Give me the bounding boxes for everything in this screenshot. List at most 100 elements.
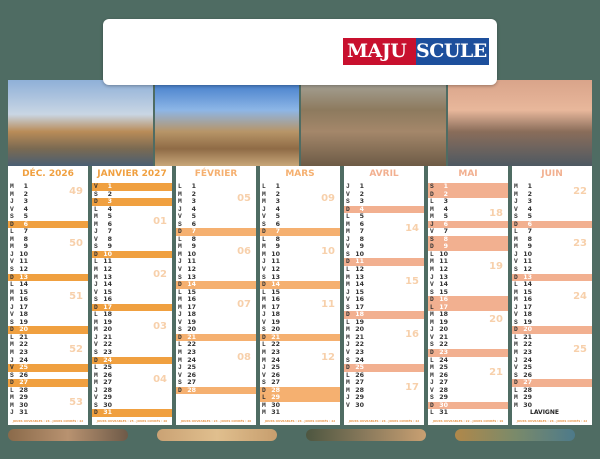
day-number: 16 (187, 296, 196, 304)
week-number: 52 (69, 344, 83, 356)
day-number: 30 (19, 401, 28, 409)
day-number: 2 (527, 190, 532, 198)
day-row: 10 (512, 251, 592, 259)
day-number: 14 (103, 281, 112, 289)
day-number: 27 (439, 379, 448, 387)
week-number: 53 (69, 396, 83, 408)
day-number: 28 (19, 386, 28, 394)
day-row: 28 (92, 387, 172, 395)
day-number: 18 (187, 311, 196, 319)
day-row: 22 (260, 341, 340, 349)
day-number: 18 (523, 311, 532, 319)
day-number: 22 (187, 341, 196, 349)
day-number: 28 (271, 386, 280, 394)
week-number: 05 (237, 193, 251, 205)
day-row: 21 (428, 334, 508, 342)
day-row: 2 49 (8, 186, 88, 199)
day-row: 18 (344, 311, 424, 319)
day-number: 4 (275, 205, 280, 213)
day-row: 29 (8, 394, 88, 402)
day-row: 8 (92, 236, 172, 244)
weekday-letters-column: VSDLMMJVSDLMMJVSDLMMJVSDLMMJVSD (94, 183, 98, 417)
zone-b-strip (157, 429, 277, 441)
day-number: 1 (443, 183, 448, 190)
day-row: 16 (428, 296, 508, 304)
photo-harbour-towers (447, 80, 592, 166)
day-number: 13 (523, 273, 532, 281)
day-row: 4 (92, 206, 172, 214)
day-row: 15 (512, 289, 592, 297)
day-number: 28 (355, 386, 364, 394)
day-number: 2 (107, 190, 112, 198)
day-row: 9 (92, 243, 172, 251)
day-number: 27 (19, 379, 28, 387)
day-row: 27 (176, 379, 256, 387)
day-number: 6 (107, 220, 112, 228)
day-row: 8 (512, 236, 592, 244)
day-number: 6 (359, 220, 364, 228)
day-number: 8 (443, 235, 448, 243)
day-number: 12 (271, 266, 280, 274)
week-number: 51 (69, 291, 83, 303)
week-number: 03 (153, 321, 167, 333)
day-number: 1 (527, 183, 532, 190)
day-row: 4 (344, 205, 424, 214)
day-row: 11 (512, 258, 592, 266)
day-number: 6 (23, 220, 28, 228)
day-row: 29 (344, 394, 424, 402)
day-row: 4 (8, 206, 88, 214)
day-row: 8 (344, 236, 424, 244)
day-number: 5 (443, 213, 448, 221)
day-row: 16 24 (512, 292, 592, 304)
day-number: 23 (103, 349, 112, 357)
day-row: 29 (512, 394, 592, 402)
day-row: 6 (428, 220, 508, 229)
day-row: 20 03 (92, 321, 172, 334)
day-number: 1 (107, 183, 112, 190)
day-number: 21 (187, 333, 196, 341)
day-number: 18 (103, 311, 112, 319)
week-number: 14 (405, 223, 419, 235)
day-row: 11 (428, 258, 508, 266)
day-row: 13 (344, 274, 424, 282)
day-row: 14 (512, 281, 592, 289)
day-row: 11 (176, 258, 256, 266)
day-number: 11 (439, 258, 448, 266)
month-title: DÉC. 2026 (22, 169, 74, 179)
day-number: 21 (439, 333, 448, 341)
day-number: 11 (271, 258, 280, 266)
day-number: 28 (523, 386, 532, 394)
day-row: 12 (260, 266, 340, 274)
day-number: 31 (439, 409, 448, 417)
day-number: 28 (103, 386, 112, 394)
day-row: 9 50 (8, 238, 88, 251)
day-number: 15 (355, 288, 364, 296)
day-number: 25 (103, 364, 112, 372)
week-number: 17 (405, 381, 419, 393)
week-number: 50 (69, 238, 83, 250)
day-number: 18 (271, 311, 280, 319)
day-row: 4 (428, 206, 508, 214)
day-number: 13 (19, 273, 28, 281)
day-number: 6 (443, 220, 448, 228)
day-number: 2 (359, 190, 364, 198)
day-row: 22 (8, 341, 88, 349)
day-row: 24 12 (260, 352, 340, 365)
day-number: 7 (107, 228, 112, 236)
week-number: 04 (153, 374, 167, 386)
day-number: 5 (23, 213, 28, 221)
day-number: 16 (271, 296, 280, 304)
day-row: 19 (260, 319, 340, 327)
day-row: 30 (512, 402, 592, 410)
day-number: 1 (191, 183, 196, 190)
weekday-letters-column: MMJVSDLMMJVSDLMMJVSDLMMJVSDLMM (514, 183, 518, 409)
day-row: 22 (92, 341, 172, 349)
day-number: 26 (103, 371, 112, 379)
day-row: 29 (260, 394, 340, 402)
day-number: 29 (103, 394, 112, 402)
day-number: 10 (439, 250, 448, 258)
month-title: MARS (285, 169, 315, 179)
day-row: 30 (428, 401, 508, 410)
day-row: 7 14 (344, 223, 424, 236)
day-number: 4 (191, 205, 196, 213)
